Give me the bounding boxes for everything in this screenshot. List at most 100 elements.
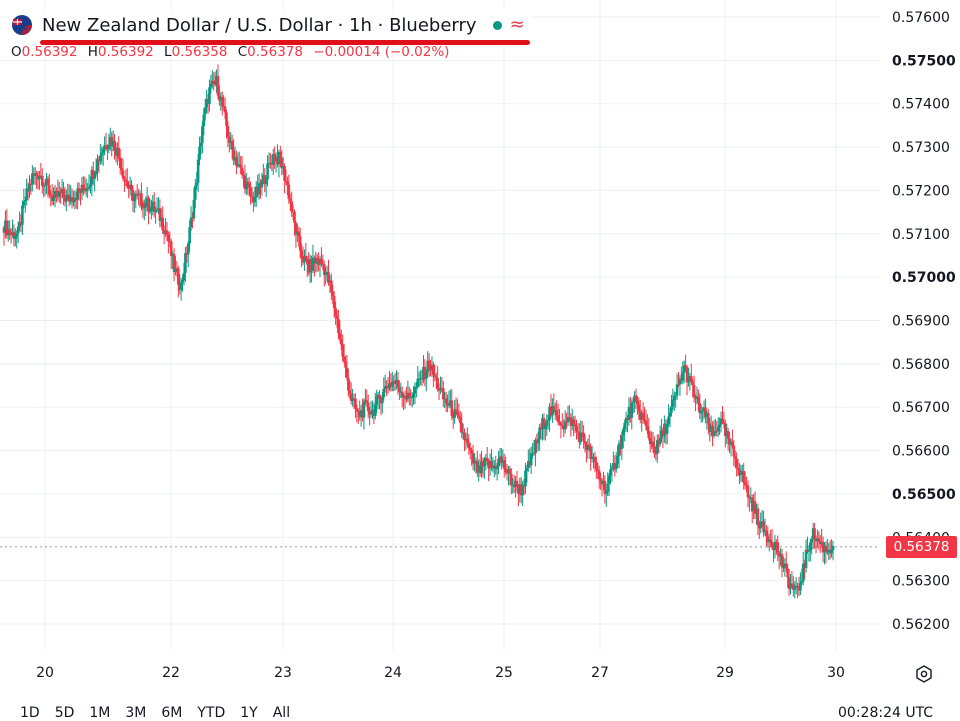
candle-body [73, 197, 77, 202]
candle-body [342, 356, 346, 362]
candle-body [141, 206, 145, 209]
candle-body [786, 568, 789, 578]
candle-body [680, 378, 683, 381]
candle-body [620, 435, 624, 449]
candle-body [704, 407, 707, 417]
approx-wave-icon[interactable]: ≈ [509, 14, 525, 35]
candle-body [144, 202, 148, 208]
candle-body [120, 168, 123, 171]
candle-body [277, 152, 281, 165]
candle-body [752, 501, 755, 512]
y-tick-label: 0.56600 [892, 444, 950, 460]
candle-body [298, 236, 302, 251]
chart-settings-icon[interactable] [913, 663, 935, 685]
candle-body [161, 217, 165, 231]
candle-body [296, 231, 299, 235]
candle-body [101, 149, 105, 154]
candle-body [269, 162, 272, 164]
candle-body [746, 485, 750, 498]
y-tick-label: 0.57300 [892, 140, 950, 156]
candle-body [147, 197, 150, 212]
candle-body [97, 159, 101, 162]
candle-body [253, 197, 257, 203]
candle-body [729, 441, 733, 445]
candle-body [655, 440, 659, 454]
range-ytd[interactable]: YTD [197, 705, 226, 721]
candle-body [527, 461, 530, 469]
range-1y[interactable]: 1Y [240, 705, 258, 721]
candle-body [521, 485, 524, 496]
candle-body [123, 178, 126, 180]
symbol-title[interactable]: New Zealand Dollar / U.S. Dollar · 1h · … [42, 14, 477, 36]
candle-body [84, 188, 88, 192]
candle-body [595, 462, 598, 470]
candle-body [793, 587, 797, 590]
candle-body [715, 430, 719, 432]
time-axis[interactable]: 20 22 23 24 25 27 29 30 [36, 665, 845, 681]
candle-body [592, 456, 595, 458]
candle-body [453, 409, 456, 418]
range-3m[interactable]: 3M [125, 705, 147, 721]
candle-body [155, 209, 159, 211]
range-5d[interactable]: 5D [54, 705, 75, 721]
symbol-header[interactable]: New Zealand Dollar / U.S. Dollar · 1h · … [10, 10, 531, 40]
range-1m[interactable]: 1M [89, 705, 111, 721]
candle-body [305, 258, 309, 265]
candle-body [203, 107, 207, 115]
candle-body [488, 460, 492, 469]
candle-body [582, 432, 585, 442]
candle-body [271, 154, 275, 165]
range-1d[interactable]: 1D [20, 705, 40, 721]
candle-body [817, 538, 821, 542]
candle-body [603, 480, 607, 494]
candle-body [728, 438, 731, 445]
candle-body [529, 453, 533, 466]
candle-body [644, 420, 648, 426]
range-all[interactable]: All [272, 705, 291, 721]
candle-body [755, 508, 758, 514]
utc-clock[interactable]: 00:28:24 UTC [838, 705, 934, 721]
candle-body [23, 199, 27, 202]
candle-body [735, 458, 738, 468]
candle-body [807, 550, 811, 552]
candle-body [561, 425, 564, 427]
candle-body [201, 126, 204, 144]
candle-body [544, 426, 547, 430]
candle-body [39, 175, 43, 177]
candle-body [59, 191, 62, 194]
candle-body [675, 384, 679, 396]
candle-body [568, 417, 571, 419]
candle-body [264, 179, 268, 185]
candle-body [552, 406, 556, 412]
range-selector[interactable]: 1D 5D 1M 3M 6M YTD 1Y All [20, 705, 290, 721]
candle-body [237, 164, 241, 166]
candle-body [245, 181, 248, 190]
candle-body [345, 367, 349, 378]
candle-body [769, 539, 772, 542]
candle-body [8, 229, 11, 234]
candle-body [501, 460, 505, 463]
candle-body [181, 280, 184, 283]
candle-body [596, 469, 600, 471]
candle-body [468, 448, 472, 451]
candle-body [646, 425, 649, 431]
candle-body [814, 538, 818, 542]
range-6m[interactable]: 6M [161, 705, 183, 721]
candle-body [827, 549, 831, 552]
candle-body [42, 185, 45, 187]
candle-body [273, 154, 276, 162]
price-axis[interactable]: 0.57600 0.57500 0.57400 0.57300 0.57200 0.571… [892, 10, 956, 633]
candle-body [134, 193, 138, 197]
candle-body [320, 258, 323, 264]
candle-body [287, 184, 291, 199]
candle-body [45, 178, 48, 185]
candle-body [89, 184, 92, 187]
candle-body [328, 280, 332, 284]
change-value: −0.00014 (−0.02%) [313, 44, 450, 60]
candle-body [406, 392, 410, 399]
candle-body [820, 541, 823, 545]
candle-body [348, 390, 352, 394]
candle-body [417, 378, 421, 380]
candle-body [749, 497, 753, 499]
